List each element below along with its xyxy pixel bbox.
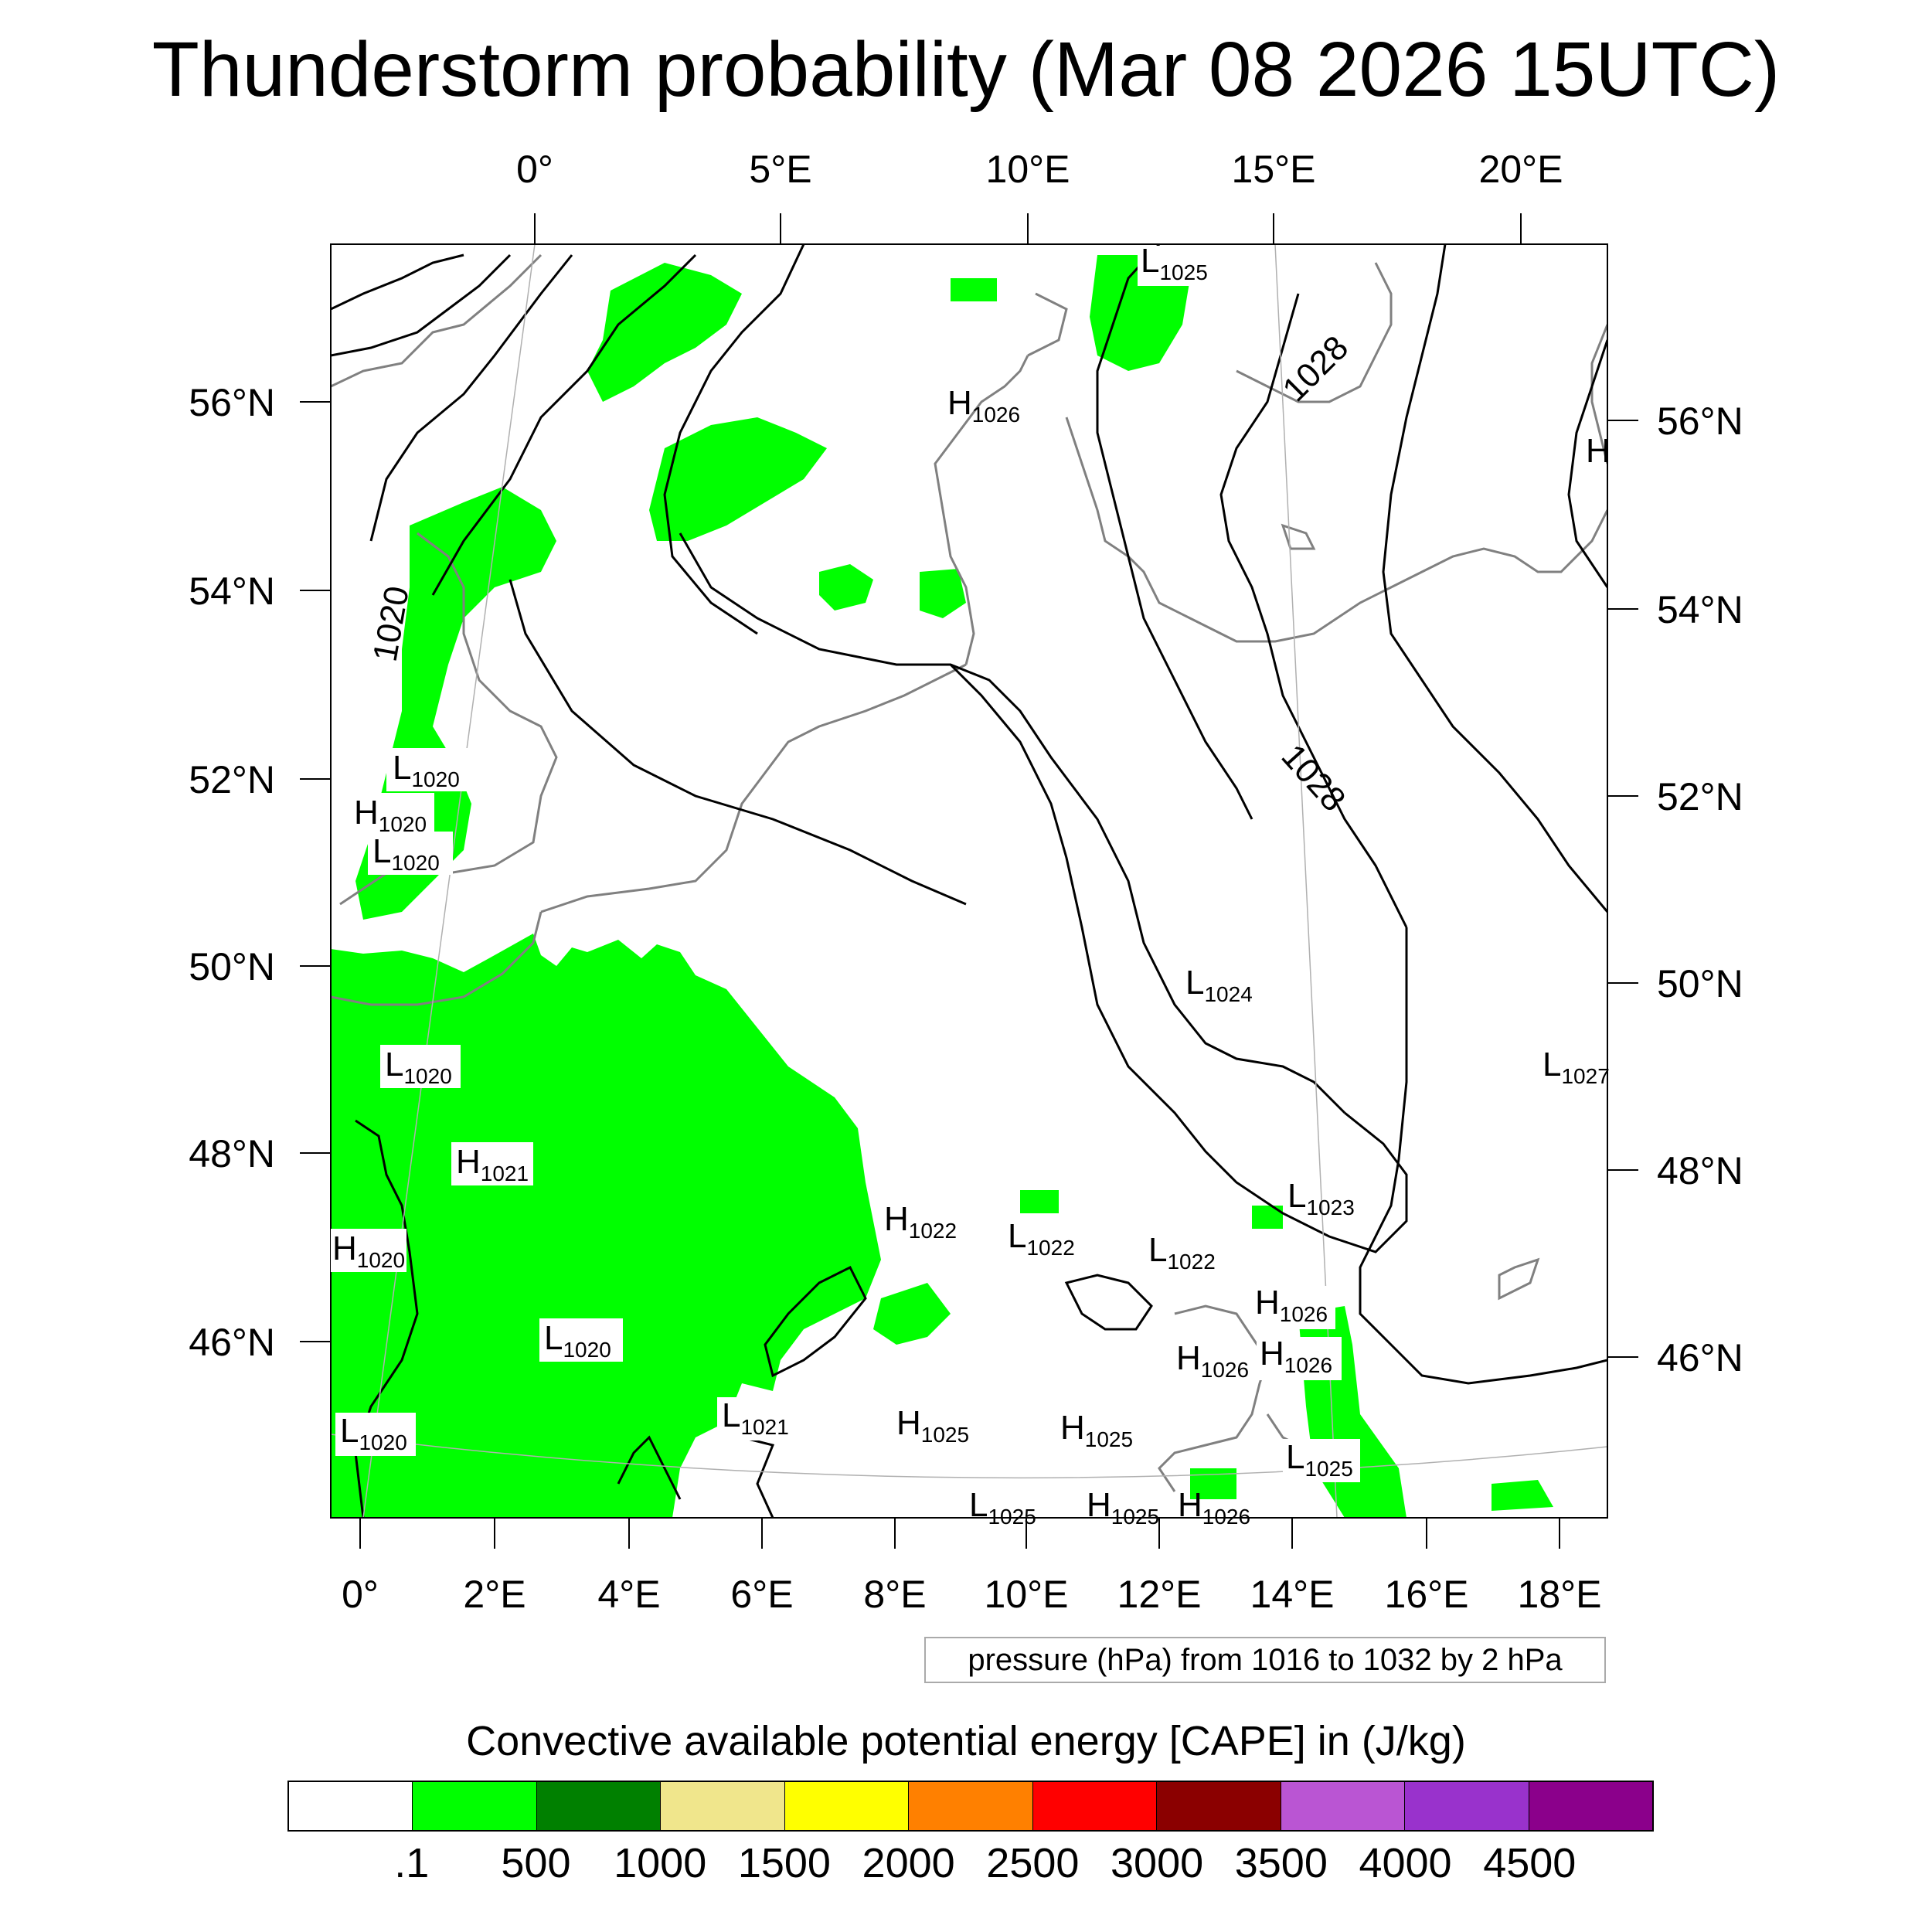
colorbar-swatch	[536, 1782, 662, 1830]
left-lat-tick-label: 56°N	[189, 381, 275, 424]
colorbar-swatch	[289, 1782, 413, 1830]
bottom-lon-tick-label: 0°	[342, 1573, 379, 1616]
pressure-center-label: H1026	[1260, 1335, 1332, 1377]
right-lat-tick-label: 48°N	[1657, 1149, 1743, 1192]
pressure-center-label: L1025	[1286, 1438, 1353, 1481]
colorbar-label: 1500	[737, 1840, 831, 1886]
bottom-lon-tick-label: 2°E	[463, 1573, 526, 1616]
left-axis	[300, 401, 331, 1342]
pressure-center-label: L1020	[544, 1319, 611, 1362]
pressure-center-label: L1027	[1543, 1046, 1610, 1088]
left-lat-tick-label: 48°N	[189, 1132, 275, 1175]
map-frame	[330, 243, 1608, 1519]
pressure-center-label: L1025	[969, 1486, 1036, 1529]
pressure-center-label: H1020	[332, 1230, 405, 1272]
colorbar-label: 500	[501, 1840, 571, 1886]
colorbar-label: 1000	[614, 1840, 707, 1886]
colorbar-swatch	[1281, 1782, 1406, 1830]
cape-area-alps	[873, 1283, 951, 1345]
colorbar-swatch	[661, 1782, 785, 1830]
left-lat-tick-label: 46°N	[189, 1321, 275, 1364]
top-lon-tick-label: 5°E	[749, 148, 811, 191]
cape-area-southwest	[331, 934, 881, 1518]
pressure-center-label: L1024	[1185, 964, 1253, 1006]
cape-fields	[331, 255, 1553, 1518]
bottom-lon-tick-label: 8°E	[863, 1573, 926, 1616]
pressure-center-label: H1025	[1060, 1409, 1133, 1451]
pressure-center-label: L1020	[385, 1046, 452, 1088]
pressure-center-label: L1021	[722, 1396, 789, 1439]
bottom-lon-tick-label: 16°E	[1385, 1573, 1469, 1616]
cape-area-northsea-1	[587, 263, 742, 402]
pressure-center-label: H1026	[1176, 1339, 1249, 1382]
cape-area-south	[1492, 1480, 1553, 1511]
bottom-lon-tick-label: 12°E	[1117, 1573, 1202, 1616]
colorbar-swatch	[1032, 1782, 1158, 1830]
colorbar-swatch	[784, 1782, 910, 1830]
bottom-lon-tick-label: 6°E	[730, 1573, 793, 1616]
top-lon-tick-label: 10°E	[986, 148, 1070, 191]
pressure-center-label: H1026	[947, 384, 1020, 427]
isobar-label: 1028	[1274, 737, 1353, 819]
top-lon-tick-label: 0°	[516, 148, 553, 191]
pressure-contour-note: pressure (hPa) from 1016 to 1032 by 2 hP…	[924, 1637, 1606, 1683]
left-lat-tick-label: 52°N	[189, 758, 275, 801]
left-lat-tick-label: 54°N	[189, 570, 275, 613]
bottom-lon-tick-label: 10°E	[985, 1573, 1069, 1616]
right-lat-tick-label: 54°N	[1657, 588, 1743, 631]
right-lat-tick-label: 52°N	[1657, 775, 1743, 818]
pressure-center-label: H	[1586, 432, 1611, 470]
right-lat-tick-label: 46°N	[1657, 1336, 1743, 1379]
pressure-center-label: H1025	[896, 1404, 969, 1447]
pressure-centers: L1025 H1026 H L1020 H1020 L1020 L1024 L1…	[331, 242, 1611, 1529]
colorbar-labels: .1 500 1000 1500 2000 2500 3000 3500 4000 4500	[287, 1839, 1654, 1893]
colorbar-label: 4000	[1359, 1840, 1452, 1886]
legend-title: Convective available potential energy [C…	[466, 1718, 1466, 1764]
pressure-center-label: L1020	[340, 1412, 407, 1454]
top-axis	[534, 213, 1522, 244]
pressure-center-label: L1022	[1008, 1217, 1075, 1260]
pressure-center-label: H1026	[1255, 1284, 1328, 1326]
pressure-center-label: L1020	[393, 749, 460, 791]
pressure-center-label: L1022	[1148, 1231, 1216, 1274]
bottom-lon-tick-label: 18°E	[1518, 1573, 1602, 1616]
cape-area-jutland	[920, 569, 966, 618]
bottom-axis	[359, 1518, 1560, 1549]
chart-title: Thunderstorm probability (Mar 08 2026 15…	[151, 26, 1781, 113]
colorbar-label: 2500	[986, 1840, 1080, 1886]
top-lon-tick-label: 20°E	[1479, 148, 1563, 191]
colorbar-swatch	[1529, 1782, 1652, 1830]
cape-area-northsea-3	[819, 564, 873, 611]
pressure-center-label: H1026	[1178, 1486, 1250, 1529]
colorbar-label: .1	[394, 1840, 430, 1886]
right-lat-tick-label: 50°N	[1657, 962, 1743, 1005]
pressure-center-label: H1025	[1087, 1486, 1159, 1529]
pressure-center-label: H1022	[884, 1200, 957, 1243]
bottom-lon-tick-label: 4°E	[597, 1573, 660, 1616]
colorbar-swatch	[909, 1782, 1033, 1830]
colorbar-swatch	[1157, 1782, 1281, 1830]
right-lat-tick-label: 56°N	[1657, 400, 1743, 443]
colorbar-swatch	[413, 1782, 537, 1830]
left-lat-tick-label: 50°N	[189, 945, 275, 988]
bottom-lon-tick-label: 14°E	[1250, 1573, 1335, 1616]
colorbar-swatch	[1405, 1782, 1529, 1830]
cape-area-northsea-2	[649, 417, 827, 541]
colorbar-label: 3500	[1234, 1840, 1328, 1886]
colorbar-label: 2000	[862, 1840, 955, 1886]
colorbar-label: 4500	[1483, 1840, 1577, 1886]
top-lon-tick-label: 15°E	[1232, 148, 1316, 191]
pressure-center-label: H1021	[456, 1143, 529, 1185]
colorbar	[287, 1781, 1654, 1832]
colorbar-label: 3000	[1111, 1840, 1204, 1886]
right-axis	[1607, 420, 1638, 1358]
pressure-center-label: L1020	[372, 832, 440, 875]
pressure-center-label: L1023	[1287, 1177, 1355, 1219]
pressure-center-label: L1025	[1141, 242, 1208, 284]
